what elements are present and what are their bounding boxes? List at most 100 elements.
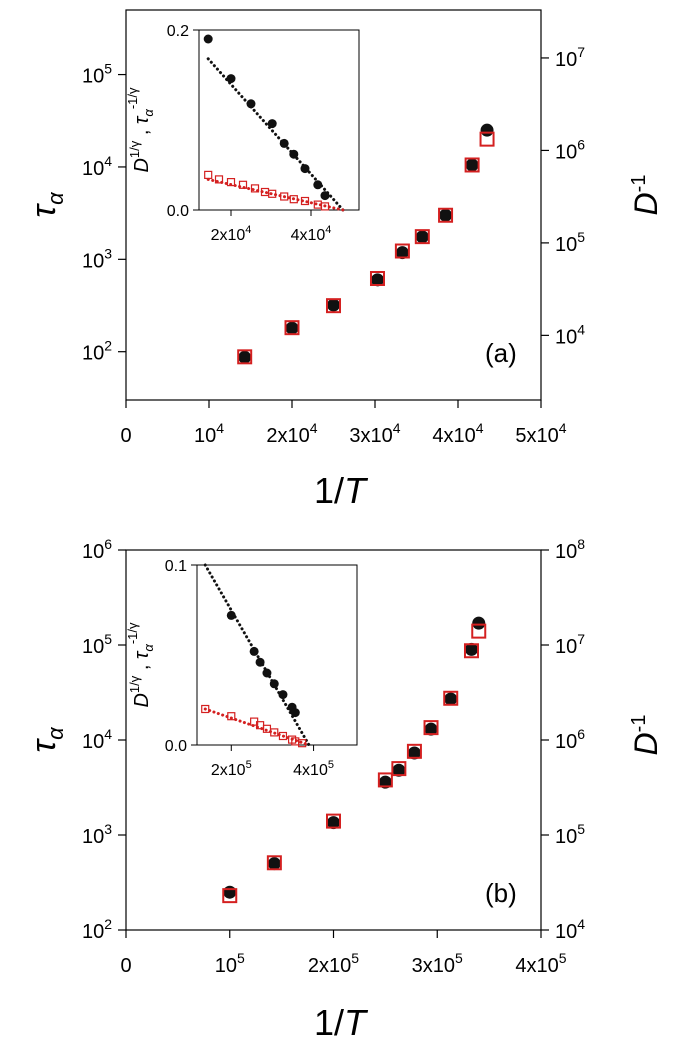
panel-b-inset-point-s1 [201, 704, 210, 714]
panel-a-point-s1 [464, 157, 480, 173]
panel-a-inset-point-s0 [246, 99, 256, 109]
panel-a-point-s1 [326, 298, 341, 314]
panel-b-point-s1 [391, 761, 407, 777]
panel-b-right-tick-label: 106 [555, 726, 585, 753]
panel-a-inset-point-s0 [313, 180, 323, 190]
panel-b-point-s1 [377, 772, 393, 788]
panel-a-label: (a) [485, 338, 517, 368]
panel-a-inset-axes: 2x104 4x104 0.0 0.2 [167, 23, 332, 244]
panel-a-left-tick-label: 105 [82, 61, 112, 88]
panel-a-inset-point-s1 [280, 192, 289, 201]
panel-b-inset-point-s0 [262, 668, 272, 678]
panel-a-point-s0 [480, 123, 494, 137]
panel-b-inset-point-s0 [269, 679, 279, 689]
panel-a-x-tick-label: 104 [194, 420, 224, 447]
panel-a-frame [125, 9, 542, 401]
panel-b-inset-frame [196, 564, 358, 746]
panel-b-point-s1 [471, 623, 487, 639]
panel-a-inset-point-s0 [289, 149, 299, 159]
panel-a-point-s1 [284, 320, 300, 336]
panel-b-left-tick-label: 105 [82, 631, 112, 658]
panel-a-point-s1 [394, 243, 410, 259]
panel-a-x-tick-label: 2x104 [266, 420, 317, 447]
panel-b-point-s0 [392, 763, 406, 777]
panel-a-inset-x-tick-label: 2x104 [211, 224, 252, 244]
panel-b-inset-y-tick-label: 0.0 [165, 738, 187, 755]
panel-b-point-s0 [378, 775, 392, 789]
panel-a-point-s0 [370, 273, 384, 287]
panel-b-inset-points [201, 610, 307, 748]
panel-a-inset-point-s0 [226, 74, 236, 84]
panel-b-inset-point-s1 [278, 731, 288, 741]
panel-a-inset-y-title: D1/γ , τα-1/γ [125, 87, 156, 173]
panel-b-right-tick-label: 108 [555, 536, 585, 563]
panel-a-inset-point-s1 [238, 180, 248, 189]
panel-a-inset-point-s1 [268, 189, 277, 198]
panel-a-point-s1 [414, 229, 430, 245]
panel-b-inset-y-tick-label: 0.1 [165, 558, 187, 575]
panel-b-point-s1 [266, 855, 282, 871]
panel-b-inset-point-s1 [298, 739, 307, 748]
panel-a-inset-point-s1 [226, 178, 236, 187]
panel-a-right-tick-label: 106 [555, 136, 585, 163]
panel-b-right-tick-label: 105 [555, 821, 585, 848]
panel-a-left-tick-label: 104 [82, 153, 112, 180]
panel-a-point-s0 [465, 158, 479, 172]
panel-b-point-s0 [407, 746, 421, 760]
panel-b-left-tick-label: 103 [82, 821, 112, 848]
panel-b-point-s0 [464, 642, 478, 656]
panel-b-left-tick-label: 106 [82, 536, 112, 563]
panel-a-inset-points [203, 34, 330, 211]
panel-a-points [237, 123, 495, 365]
panel-a-inset-point-s1 [204, 170, 213, 179]
panel-a-right-axis: 104 105 106 107 [541, 44, 585, 348]
panel-a-point-s0 [415, 230, 429, 244]
panel-a-point-s0 [395, 246, 409, 260]
panel-a-right-tick-label: 104 [555, 321, 585, 348]
panel-a-inset-point-s0 [279, 138, 289, 148]
panel-b-left-axis-title: τα [25, 726, 68, 753]
panel-a-left-axis-title: τα [25, 191, 68, 218]
panel-b-point-s1 [463, 643, 479, 659]
panel-a-point-s0 [238, 350, 252, 364]
panel-a-inset-y-tick-label: 0.0 [167, 203, 189, 220]
panel-b-inset-point-s0 [226, 610, 236, 620]
panel-a-x-tick-label: 3x104 [349, 420, 400, 447]
panel-a-inset-point-s0 [267, 119, 277, 129]
panel-b-point-s0 [223, 885, 237, 899]
panel-b-inset-y-title: D1/γ , τα-1/γ [125, 622, 156, 708]
panel-a-inset: 2x104 4x104 0.0 0.2 D1/γ , τα-1/γ [125, 23, 360, 244]
panel-b-point-s1 [443, 690, 459, 706]
panel-b-right-tick-label: 107 [555, 631, 585, 658]
panel-a-point-s0 [285, 321, 299, 335]
panel-a-left-axis: 102 103 104 105 [82, 61, 126, 365]
panel-b-left-axis: 102 103 104 105 106 [82, 536, 126, 943]
panel-a-x-axis-title: 1/T [314, 470, 369, 511]
panel-b-x-tick-label: 0 [120, 955, 131, 977]
panel-b-point-s1 [423, 720, 439, 736]
panel-a-x-tick-label: 0 [120, 425, 131, 447]
panel-b-inset-x-tick-label: 2x105 [211, 759, 252, 779]
panel-a-inset-point-s0 [320, 191, 330, 201]
panel-b-left-tick-label: 102 [82, 916, 112, 943]
panel-a-point-s1 [237, 349, 253, 365]
panel-b-inset-point-s1 [227, 712, 236, 721]
panel-b-x-tick-label: 3x105 [412, 950, 463, 977]
panel-b-inset-point-s0 [255, 657, 265, 667]
panel-b-x-tick-label: 4x105 [515, 950, 566, 977]
panel-a-right-tick-label: 105 [555, 229, 585, 256]
panel-a-point-s1 [369, 270, 385, 286]
panel-a-inset-point-s1 [320, 202, 330, 211]
panel-b-inset-x-tick-label: 4x105 [293, 759, 334, 779]
panel-b-point-s1 [326, 813, 341, 829]
panel-b-point-s0 [267, 857, 281, 871]
panel-b-point-s1 [406, 743, 422, 759]
panel-a-inset-point-s1 [300, 196, 310, 206]
panel-b-right-tick-label: 104 [555, 916, 585, 943]
panel-a-point-s1 [438, 207, 454, 223]
panel-a-inset-point-s0 [300, 164, 310, 174]
panel-b-x-axis-title: 1/T [314, 1002, 369, 1042]
panel-a-left-tick-label: 103 [82, 245, 112, 272]
